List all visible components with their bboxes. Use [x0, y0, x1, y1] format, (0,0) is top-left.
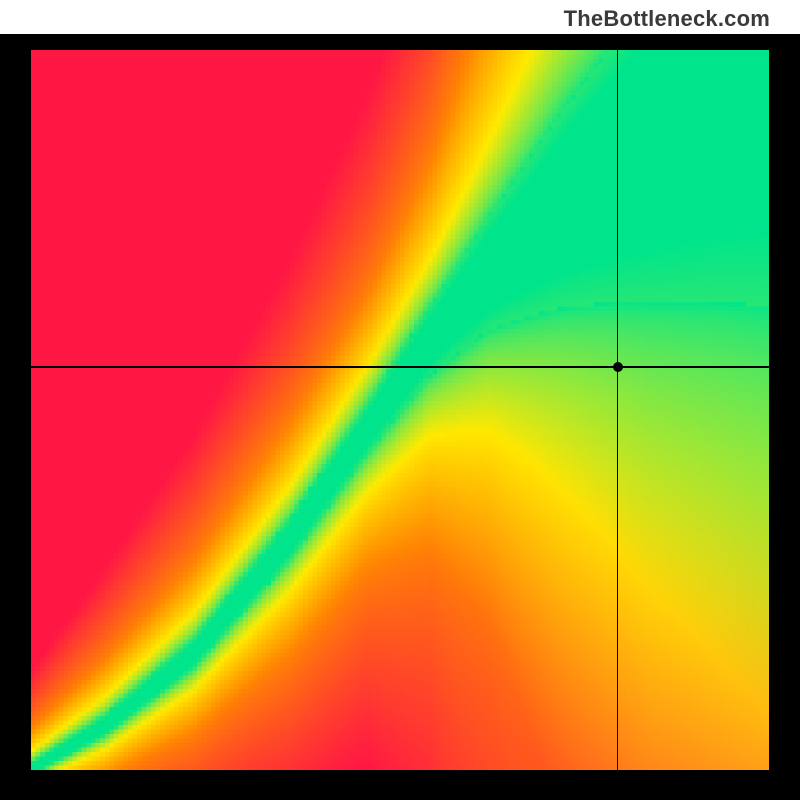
chart-frame — [0, 34, 800, 800]
chart-container: TheBottleneck.com — [0, 0, 800, 800]
crosshair-horizontal — [31, 366, 769, 368]
crosshair-marker — [613, 362, 623, 372]
crosshair-vertical — [617, 50, 619, 770]
heatmap-canvas — [31, 50, 769, 770]
attribution-text: TheBottleneck.com — [564, 6, 770, 32]
heatmap-plot — [31, 50, 769, 770]
